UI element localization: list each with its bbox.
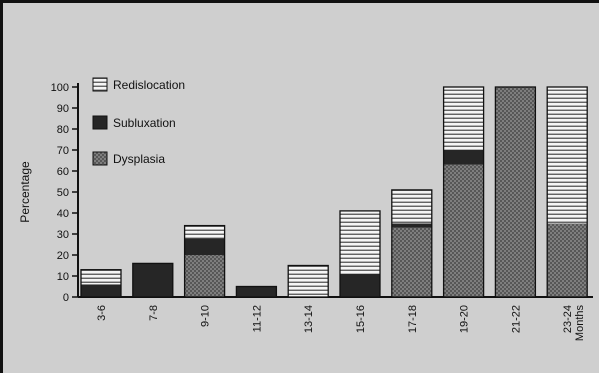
bar-outline xyxy=(339,210,381,298)
x-unit-label: Months xyxy=(574,305,586,342)
y-tick-label: 50 xyxy=(57,187,69,199)
x-tick-labels: 3-6 7-8 9-10 11-12 13-14 15-16 17-18 19-20 21-22… xyxy=(96,305,574,333)
bars xyxy=(80,86,588,298)
y-tick-label: 20 xyxy=(57,250,69,262)
bar-segment-subluxation xyxy=(340,273,380,297)
y-tick-label: 40 xyxy=(57,208,69,220)
y-ticks: 0 10 20 30 40 50 60 70 80 90 100 xyxy=(51,82,78,304)
legend-swatch-subluxation xyxy=(92,115,108,130)
bar-segment-subluxation xyxy=(443,150,484,165)
bar-segment-dysplasia xyxy=(184,255,225,297)
y-tick-label: 10 xyxy=(57,271,69,283)
bar-segment-redislocation xyxy=(443,87,484,150)
bar-segment-redislocation xyxy=(547,87,588,224)
y-tick-label: 70 xyxy=(57,145,69,157)
bar-outline xyxy=(494,86,537,298)
y-tick-label: 0 xyxy=(63,292,69,304)
bar-segment-subluxation xyxy=(184,238,225,255)
x-tick-label: 15-16 xyxy=(355,305,367,333)
y-axis-label: Percentage xyxy=(18,161,32,223)
x-tick-label: 7-8 xyxy=(148,305,160,321)
x-tick-label: 3-6 xyxy=(96,305,108,321)
bar-outline xyxy=(546,86,588,298)
bar-segment-dysplasia xyxy=(391,227,432,297)
y-tick-label: 90 xyxy=(57,103,69,115)
legend-label-redislocation: Redislocation xyxy=(113,78,185,92)
bar-segment-redislocation xyxy=(184,225,225,239)
y-tick-label: 60 xyxy=(57,166,69,178)
legend-label-dysplasia: Dysplasia xyxy=(113,152,165,166)
x-tick-label: 13-14 xyxy=(303,305,315,333)
bar-segment-redislocation xyxy=(340,210,380,274)
x-tick-label: 19-20 xyxy=(459,305,471,333)
x-tick-label: 17-18 xyxy=(407,305,419,333)
bar-outline xyxy=(442,86,485,298)
bar-segment-dysplasia xyxy=(547,223,588,297)
x-tick-label: 21-22 xyxy=(510,305,522,333)
bar-outline xyxy=(183,224,226,298)
legend-swatch-dysplasia xyxy=(92,151,108,166)
bar-segment-subluxation xyxy=(132,263,173,297)
x-tick-label: 23-24 xyxy=(562,305,574,333)
bar-segment-subluxation xyxy=(391,223,432,228)
y-tick-label: 80 xyxy=(57,124,69,136)
legend: Redislocation Subluxation Dysplasia xyxy=(92,77,185,166)
x-tick-label: 11-12 xyxy=(251,305,263,332)
y-tick-label: 100 xyxy=(51,82,69,94)
x-tick-label: 9-10 xyxy=(200,305,212,327)
legend-swatch-redislocation xyxy=(92,77,108,92)
y-tick-label: 30 xyxy=(57,229,69,241)
bar-outline xyxy=(80,269,122,298)
bar-outline xyxy=(132,262,174,298)
bar-segment-redislocation xyxy=(391,189,432,224)
stacked-bar-chart: 0 10 20 30 40 50 60 70 80 90 100 3-6 7-8 9-10 11-12 13… xyxy=(18,77,593,342)
bar-outline xyxy=(391,189,433,298)
bar-segment-redislocation xyxy=(81,269,121,285)
bar-segment-subluxation xyxy=(81,284,121,297)
legend-label-subluxation: Subluxation xyxy=(113,116,176,130)
bar-outline xyxy=(287,264,329,298)
bar-segment-subluxation xyxy=(236,286,277,297)
bar-outline xyxy=(235,285,278,298)
bar-segment-dysplasia xyxy=(495,87,536,297)
bar-segment-redislocation xyxy=(288,265,329,297)
bar-segment-dysplasia xyxy=(443,164,484,297)
